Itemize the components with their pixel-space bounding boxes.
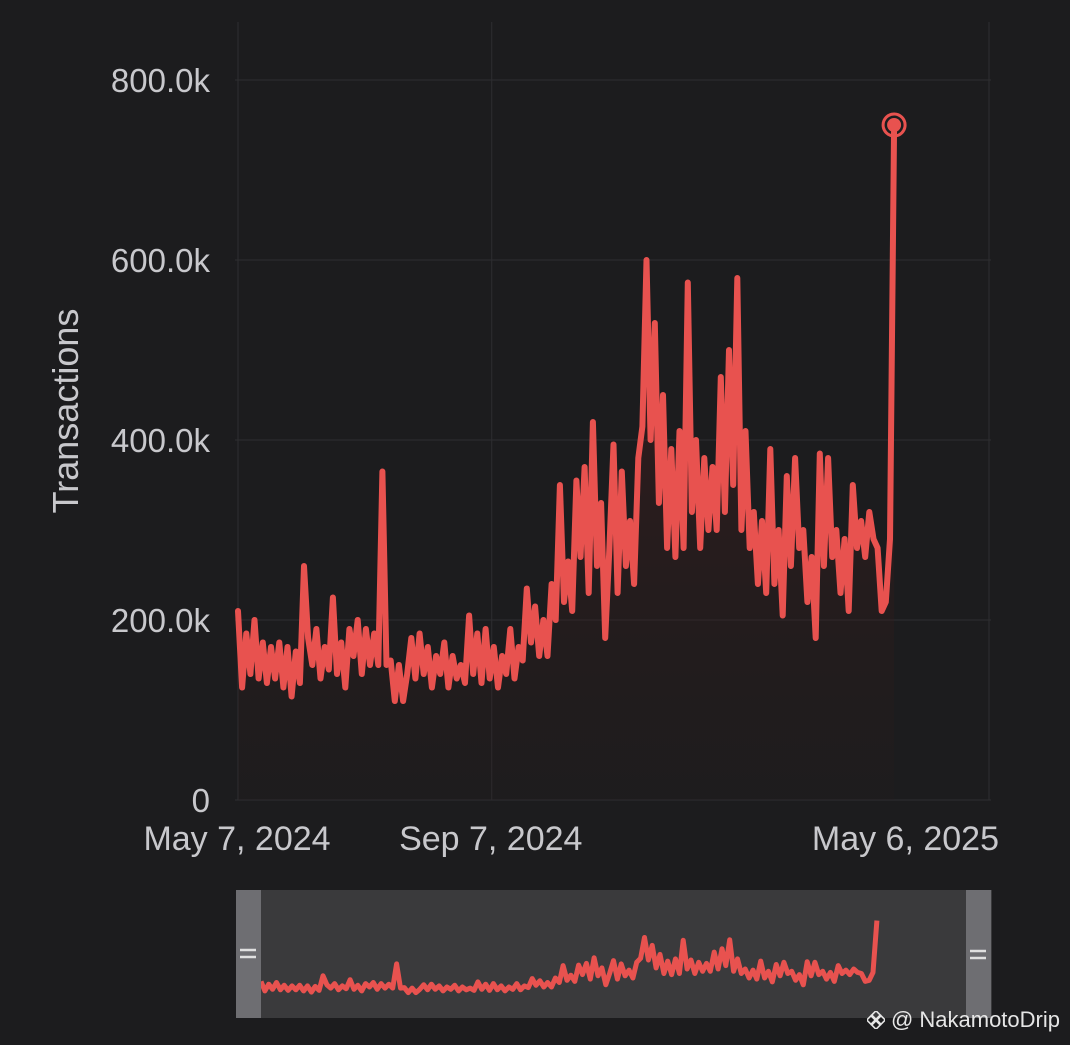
y-tick-label-3: 600.0k [111, 242, 211, 279]
y-axis-ticks: 0 200.0k 400.0k 600.0k 800.0k [111, 62, 211, 819]
y-tick-label-2: 400.0k [111, 422, 211, 459]
navigator-series-line [258, 920, 880, 996]
watermark: @ NakamotoDrip [866, 1007, 1060, 1033]
watermark-text: @ NakamotoDrip [890, 1007, 1060, 1032]
navigator-left-handle[interactable] [236, 890, 261, 1018]
peak-marker-ring [881, 112, 907, 138]
range-navigator[interactable] [236, 890, 992, 1018]
series-line [235, 122, 898, 704]
y-tick-label-0: 0 [192, 782, 210, 819]
area-fill [238, 125, 895, 800]
x-tick-label-1: Sep 7, 2024 [399, 820, 582, 858]
y-tick-label-4: 800.0k [111, 62, 211, 99]
navigator-right-handle[interactable] [966, 890, 991, 1018]
navigator-track [236, 890, 992, 1018]
y-axis-label: Transactions [45, 309, 86, 514]
x-tick-label-2: May 6, 2025 [812, 820, 999, 858]
diamond-logo-icon [866, 1011, 885, 1029]
y-tick-label-1: 200.0k [111, 602, 211, 639]
x-axis-ticks: May 7, 2024 Sep 7, 2024 May 6, 2025 [143, 820, 999, 858]
x-tick-label-0: May 7, 2024 [143, 820, 330, 858]
peak-marker[interactable] [881, 112, 907, 138]
peak-marker-dot [887, 118, 902, 132]
